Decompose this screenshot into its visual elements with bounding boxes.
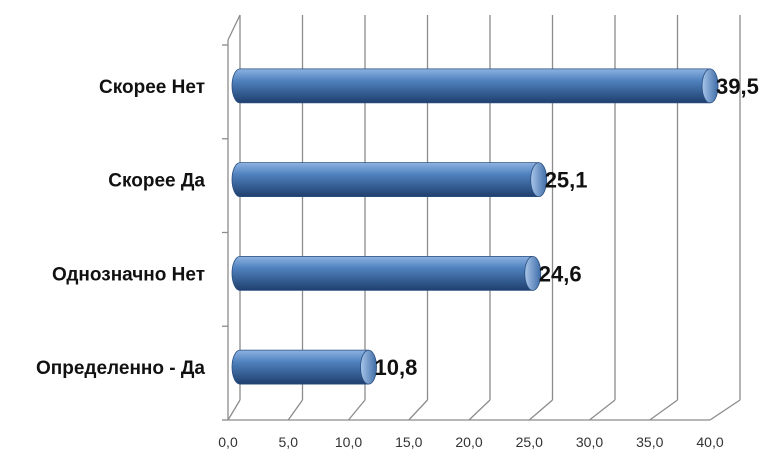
- x-tick-label: 0,0: [218, 434, 238, 450]
- data-label: 25,1: [545, 168, 588, 193]
- floor-gridline: [227, 399, 241, 421]
- labels: 0,0 5,0 10,0 15,0 20,0 25,0 30,0 35,0 40,0 Опреде…: [36, 74, 759, 450]
- data-label: 39,5: [716, 74, 759, 99]
- x-tick-label: 15,0: [395, 434, 422, 450]
- data-label: 10,8: [375, 355, 418, 380]
- bar-body: [231, 255, 534, 291]
- bars: [231, 68, 719, 385]
- x-tick-label: 40,0: [696, 434, 723, 450]
- side-wall-top: [227, 14, 241, 41]
- floor-gridline: [408, 399, 428, 421]
- bar-body: [231, 349, 369, 385]
- bar-body: [231, 162, 540, 198]
- category-label: Скорее Нет: [99, 77, 205, 98]
- category-label: Скорее Да: [108, 171, 205, 192]
- category-label: Определенно - Да: [36, 358, 205, 379]
- bar-cap: [524, 255, 542, 291]
- floor-gridline: [347, 399, 366, 421]
- axis: [222, 14, 710, 421]
- x-tick-label: 10,0: [335, 434, 362, 450]
- bar: [231, 349, 377, 385]
- bar-cap: [701, 68, 719, 104]
- floor-gridline: [649, 399, 678, 421]
- floor-gridline: [468, 399, 491, 421]
- data-label: 24,6: [539, 261, 582, 286]
- category-label: Однозначно Нет: [52, 264, 205, 285]
- bar-body: [231, 68, 711, 104]
- x-tick-label: 20,0: [455, 434, 482, 450]
- bar: [231, 162, 548, 198]
- x-tick-label: 5,0: [279, 434, 299, 450]
- x-tick-label: 35,0: [636, 434, 663, 450]
- bar-cap: [360, 349, 377, 385]
- floor-gridline: [589, 399, 616, 421]
- bar: [231, 255, 542, 291]
- bar-cap: [530, 162, 548, 198]
- x-tick-label: 30,0: [576, 434, 603, 450]
- x-tick-label: 25,0: [516, 434, 543, 450]
- floor-gridline: [709, 399, 741, 421]
- floor-gridline: [528, 399, 553, 421]
- bar: [231, 68, 719, 104]
- floor-gridline: [287, 399, 304, 421]
